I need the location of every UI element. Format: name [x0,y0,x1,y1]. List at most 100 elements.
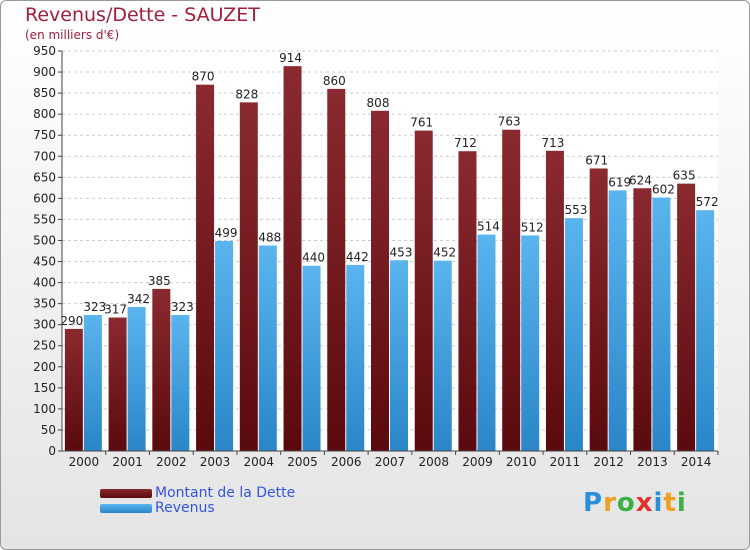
y-tick-label: 0 [48,444,56,458]
data-label: 713 [541,136,564,150]
bar-revenus [433,260,452,451]
bar-revenus [171,315,190,451]
y-tick-label: 900 [33,65,56,79]
x-tick-label: 2014 [681,455,712,469]
data-label: 635 [673,169,696,183]
x-tick-label: 2010 [506,455,537,469]
data-label: 860 [323,74,346,88]
y-tick-label: 200 [33,360,56,374]
x-tick-label: 2005 [287,455,318,469]
y-tick-label: 50 [41,423,56,437]
bar-dette [239,102,258,452]
bar-revenus [127,307,146,451]
data-label: 453 [390,245,413,259]
proxiti-logo: Proxiti [583,488,687,518]
y-tick-label: 550 [33,212,56,226]
bar-dette [283,66,302,451]
logo-letter: r [603,488,617,518]
y-tick-label: 150 [33,381,56,395]
data-label: 512 [521,220,544,234]
bar-dette [108,317,127,451]
data-label: 440 [302,251,325,265]
data-label: 342 [127,292,150,306]
legend-swatch-revenus [100,504,152,513]
y-tick-label: 350 [33,297,56,311]
data-label: 619 [608,175,631,189]
data-label: 712 [454,136,477,150]
legend-swatch-debt [100,489,152,498]
x-tick-label: 2011 [550,455,581,469]
data-label: 624 [629,173,652,187]
data-label: 870 [192,70,215,84]
data-label: 763 [498,115,521,129]
data-label: 761 [410,116,433,130]
legend-label-revenus: Revenus [155,500,215,516]
logo-letter: i [653,488,664,518]
y-tick-label: 500 [33,233,56,247]
bar-dette [371,110,389,451]
data-label: 914 [279,51,302,65]
x-tick-label: 2002 [156,455,187,469]
y-tick-label: 750 [33,128,56,142]
bar-dette [64,328,83,451]
y-tick-label: 800 [33,107,56,121]
bar-dette [152,288,171,451]
data-label: 452 [433,246,456,260]
data-label: 808 [367,96,390,110]
data-label: 317 [104,303,127,317]
bar-revenus [215,240,234,451]
chart-subtitle: (en milliers d'€) [25,28,120,42]
y-tick-label: 100 [33,402,56,416]
x-tick-label: 2009 [462,455,493,469]
legend-label-debt: Montant de la Dette [155,485,296,501]
x-tick-label: 2012 [593,455,624,469]
y-tick-label: 250 [33,339,56,353]
x-tick-label: 2004 [244,455,275,469]
bar-dette [677,183,696,451]
x-tick-label: 2000 [69,455,100,469]
y-tick-label: 650 [33,170,56,184]
chart-title: Revenus/Dette - SAUZET [25,4,260,26]
x-tick-label: 2006 [331,455,362,469]
x-tick-label: 2013 [637,455,668,469]
data-label: 499 [215,226,238,240]
bar-revenus [83,315,102,451]
logo-letter: x [635,488,654,518]
data-label: 290 [60,314,83,328]
data-label: 514 [477,220,500,234]
y-tick-label: 700 [33,149,56,163]
data-label: 671 [585,153,608,167]
bar-revenus [346,264,365,451]
x-tick-label: 2003 [200,455,231,469]
y-tick-label: 300 [33,318,56,332]
bar-dette [633,188,652,451]
data-label: 442 [346,250,369,264]
bar-revenus [477,234,496,451]
data-label: 323 [83,300,106,314]
data-label: 488 [258,231,281,245]
logo-letter: P [583,488,604,518]
bar-dette [196,84,215,452]
y-tick-label: 850 [33,86,56,100]
bar-revenus [390,260,408,451]
bar-dette [458,151,477,452]
y-tick-label: 450 [33,255,56,269]
x-tick-label: 2008 [418,455,449,469]
x-tick-label: 2007 [375,455,406,469]
logo-letter: t [663,488,677,518]
bar-revenus [696,210,715,451]
bar-dette [502,129,521,451]
bar-revenus [258,245,277,451]
y-tick-label: 400 [33,276,56,290]
bar-revenus [564,218,583,451]
data-label: 572 [696,195,719,209]
bar-revenus [652,197,671,451]
y-tick-label: 600 [33,191,56,205]
data-label: 602 [652,183,675,197]
data-label: 323 [171,300,194,314]
bar-revenus [608,190,627,452]
bar-revenus [302,265,321,451]
bar-dette [545,150,564,451]
x-tick-label: 2001 [112,455,143,469]
